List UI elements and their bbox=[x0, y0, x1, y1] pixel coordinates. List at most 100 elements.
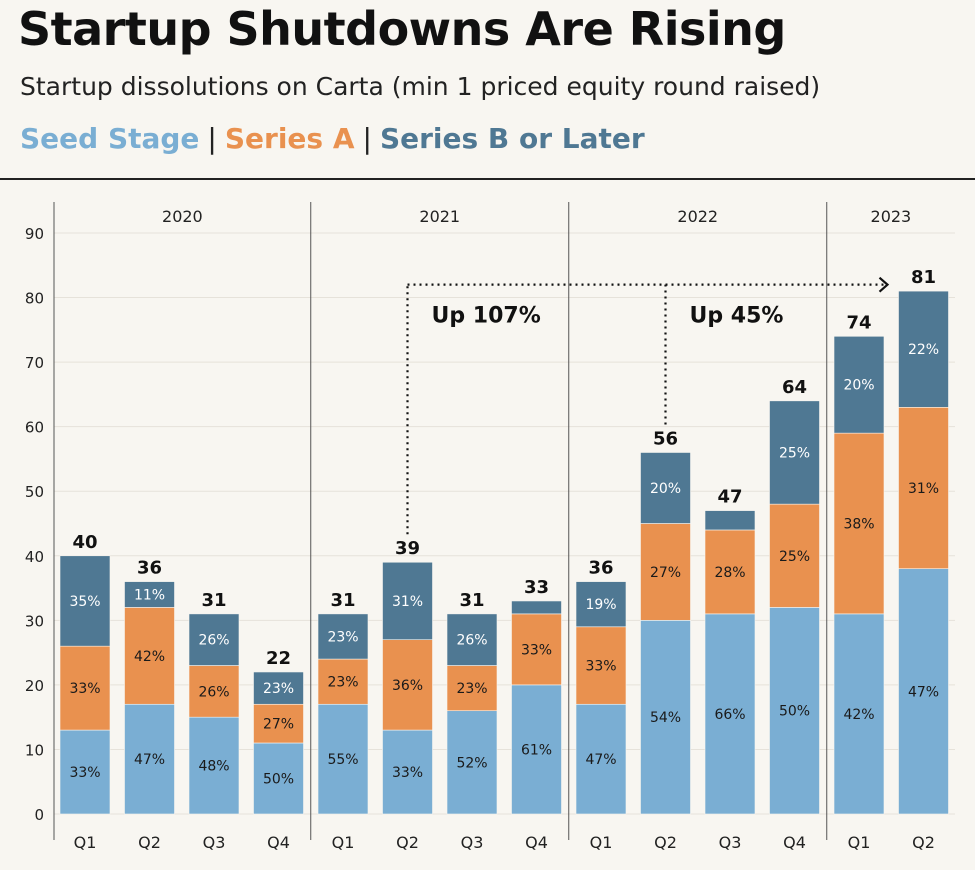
x-tick-label: Q1 bbox=[848, 833, 871, 852]
segment-label: 47% bbox=[134, 752, 165, 768]
total-label: 36 bbox=[137, 558, 162, 579]
segment-label: 54% bbox=[650, 710, 681, 726]
segment-label: 22% bbox=[908, 342, 939, 358]
bar-segment bbox=[833, 335, 885, 434]
x-tick-label: Q2 bbox=[396, 833, 419, 852]
total-label: 33 bbox=[524, 577, 549, 598]
segment-label: 66% bbox=[714, 707, 745, 723]
segment-label: 19% bbox=[585, 597, 616, 613]
bar-segment bbox=[575, 703, 627, 815]
segment-label: 26% bbox=[456, 633, 487, 649]
y-tick-label: 80 bbox=[25, 290, 44, 308]
y-tick-label: 10 bbox=[25, 741, 44, 759]
segment-label: 20% bbox=[843, 378, 874, 394]
bar-segment bbox=[511, 613, 562, 686]
segment-label: 52% bbox=[456, 755, 487, 771]
total-label: 39 bbox=[395, 538, 420, 559]
segment-label: 55% bbox=[327, 752, 358, 768]
total-label: 64 bbox=[782, 377, 807, 398]
segment-label: 47% bbox=[585, 752, 616, 768]
y-tick-label: 60 bbox=[25, 419, 44, 437]
chart-subtitle: Startup dissolutions on Carta (min 1 pri… bbox=[20, 72, 821, 101]
segment-label: 61% bbox=[521, 742, 552, 758]
bar-segment bbox=[124, 581, 175, 608]
segment-label: 26% bbox=[198, 684, 229, 700]
x-tick-label: Q1 bbox=[332, 833, 355, 852]
bar-segment bbox=[898, 290, 949, 408]
bar-segment bbox=[253, 742, 304, 815]
legend: Seed Stage | Series A | Series B or Later bbox=[20, 122, 645, 155]
bar-segment bbox=[446, 665, 498, 712]
annotation-label: Up 45% bbox=[690, 304, 784, 329]
chart-header: Startup Shutdowns Are Rising Startup dis… bbox=[0, 0, 975, 180]
segment-label: 50% bbox=[263, 771, 294, 787]
stacked-bar-chart: 0 10 20 30 40 50 60 70 80 90 2020 2021 2022 2023 33% 33… bbox=[25, 202, 955, 852]
x-tick-label: Q3 bbox=[203, 833, 226, 852]
segment-label: 31% bbox=[392, 594, 423, 610]
segment-label: 38% bbox=[843, 517, 874, 533]
y-tick-label: 70 bbox=[25, 354, 44, 372]
legend-item-seed: Seed Stage bbox=[20, 122, 200, 155]
bar-segment bbox=[898, 568, 949, 815]
segment-label: 42% bbox=[134, 649, 165, 665]
y-tick-label: 0 bbox=[34, 806, 44, 824]
bar-segment bbox=[833, 432, 885, 615]
segment-label: 23% bbox=[263, 681, 294, 697]
x-tick-label: Q3 bbox=[719, 833, 742, 852]
bar-segment bbox=[59, 555, 111, 647]
x-tick-label: Q2 bbox=[138, 833, 161, 852]
total-label: 31 bbox=[201, 590, 226, 611]
x-tick-label: Q3 bbox=[461, 833, 484, 852]
bar-segment bbox=[704, 613, 756, 815]
bar-segment bbox=[575, 626, 627, 705]
segment-label: 50% bbox=[779, 704, 810, 720]
segment-label: 27% bbox=[650, 565, 681, 581]
x-tick-label: Q4 bbox=[267, 833, 290, 852]
segment-label: 36% bbox=[392, 678, 423, 694]
legend-separator: | bbox=[362, 122, 372, 155]
total-label: 31 bbox=[459, 590, 484, 611]
segment-label: 31% bbox=[908, 481, 939, 497]
y-tick-label: 90 bbox=[25, 225, 44, 243]
segment-label: 25% bbox=[779, 549, 810, 565]
segment-label: 27% bbox=[263, 717, 294, 733]
bar-segment bbox=[188, 613, 240, 666]
segment-label: 23% bbox=[327, 675, 358, 691]
bar-segment bbox=[704, 529, 756, 615]
segment-label: 35% bbox=[69, 594, 100, 610]
segment-label: 33% bbox=[69, 765, 100, 781]
year-label: 2020 bbox=[162, 207, 203, 226]
legend-item-series-a: Series A bbox=[224, 122, 355, 155]
bar-segment bbox=[124, 607, 175, 705]
annotation-label: Up 107% bbox=[432, 304, 541, 329]
bar-segment bbox=[188, 665, 240, 718]
segment-label: 23% bbox=[327, 629, 358, 645]
segment-label: 25% bbox=[779, 445, 810, 461]
segment-label: 48% bbox=[198, 759, 229, 775]
bar-segment bbox=[833, 613, 885, 815]
bar-segment bbox=[59, 645, 111, 731]
bar-segment bbox=[640, 452, 691, 524]
bar-segment bbox=[382, 561, 433, 641]
y-tick-label: 30 bbox=[25, 612, 44, 630]
bar-segment bbox=[640, 523, 691, 621]
chart-title: Startup Shutdowns Are Rising bbox=[18, 2, 786, 56]
annotation-arrowhead bbox=[878, 276, 890, 293]
bar-segment bbox=[511, 684, 562, 815]
bar-segment bbox=[253, 703, 304, 744]
legend-item-series-b: Series B or Later bbox=[379, 122, 645, 155]
bar-segment bbox=[898, 407, 949, 569]
segment-label: 33% bbox=[585, 659, 616, 675]
bar-segment bbox=[769, 503, 820, 608]
total-label: 22 bbox=[266, 648, 291, 669]
year-label: 2021 bbox=[419, 207, 460, 226]
segment-label: 20% bbox=[650, 481, 681, 497]
bar-segment bbox=[575, 581, 627, 628]
x-tick-label: Q4 bbox=[783, 833, 806, 852]
bar-segment bbox=[511, 600, 562, 615]
segment-label: 33% bbox=[521, 642, 552, 658]
bar-segment bbox=[446, 710, 498, 815]
bar-segment bbox=[640, 620, 691, 815]
x-tick-label: Q2 bbox=[654, 833, 677, 852]
total-label: 31 bbox=[330, 590, 355, 611]
